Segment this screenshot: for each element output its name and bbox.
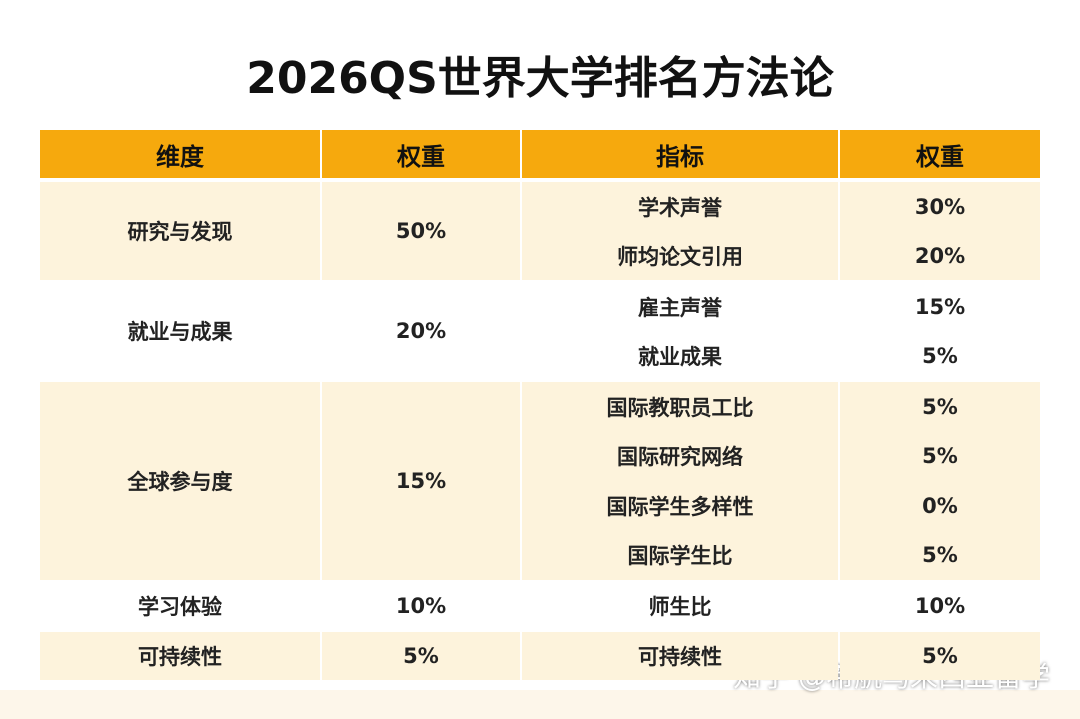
indicator-name: 学术声誉 xyxy=(638,195,722,220)
indicator-name: 国际教职员工比 xyxy=(606,395,754,420)
indicator-name: 国际学生比 xyxy=(627,544,733,569)
indicator-weight: 30% xyxy=(914,194,966,219)
indicator-cell: 学术声誉师均论文引用 xyxy=(522,182,838,280)
indicator-weight: 5% xyxy=(922,644,958,668)
indicator-weight: 5% xyxy=(922,543,958,568)
indicator-weight-cell: 5% xyxy=(840,632,1040,680)
dimension-cell: 研究与发现 xyxy=(40,182,320,280)
indicator-weight-cell: 10% xyxy=(840,582,1040,630)
footer-strip xyxy=(0,690,1080,719)
header-cell: 权重 xyxy=(322,130,520,178)
dimension-cell: 可持续性 xyxy=(40,632,320,680)
indicator-name: 师生比 xyxy=(648,595,712,619)
indicator-weight: 15% xyxy=(914,294,966,319)
indicator-weight: 5% xyxy=(922,343,958,368)
indicator-cell: 可持续性 xyxy=(522,632,838,680)
indicator-name: 国际学生多样性 xyxy=(606,494,754,519)
weight-cell: 15% xyxy=(322,382,520,580)
indicator-name: 国际研究网络 xyxy=(617,445,743,470)
dimension-cell: 全球参与度 xyxy=(40,382,320,580)
indicator-weight: 10% xyxy=(914,594,966,618)
dimension-cell: 就业与成果 xyxy=(40,282,320,380)
indicator-name: 师均论文引用 xyxy=(617,244,743,269)
indicator-weight-cell: 5% 5% 0% 5% xyxy=(840,382,1040,580)
header-cell: 维度 xyxy=(40,130,320,178)
indicator-weight: 5% xyxy=(922,444,958,469)
indicator-cell: 雇主声誉 就业成果 xyxy=(522,282,838,380)
indicator-weight-cell: 30% 20% xyxy=(840,182,1040,280)
weight-cell: 20% xyxy=(322,282,520,380)
weight-cell: 50% xyxy=(322,182,520,280)
dimension-cell: 学习体验 xyxy=(40,582,320,630)
title: 2026QS世界大学排名方法论 xyxy=(246,53,834,104)
header-cell: 指标 xyxy=(522,130,838,178)
indicator-weight-cell: 15% 5% xyxy=(840,282,1040,380)
indicator-name: 可持续性 xyxy=(638,645,722,669)
indicator-cell: 国际教职员工比 国际研究网络 国际学生多样性 国际学生比 xyxy=(522,382,838,580)
weight-cell: 5% xyxy=(322,632,520,680)
indicator-cell: 师生比 xyxy=(522,582,838,630)
header-cell: 权重 xyxy=(840,130,1040,178)
indicator-name: 就业成果 xyxy=(638,344,722,369)
weight-cell: 10% xyxy=(322,582,520,630)
indicator-name: 雇主声誉 xyxy=(638,295,722,320)
indicator-weight: 0% xyxy=(922,493,958,518)
indicator-weight: 20% xyxy=(914,243,966,268)
indicator-weight: 5% xyxy=(922,394,958,419)
